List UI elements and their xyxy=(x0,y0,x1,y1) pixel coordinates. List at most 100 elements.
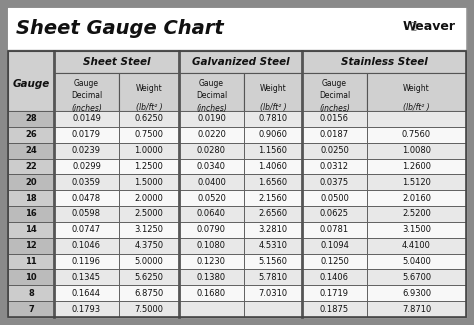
Bar xyxy=(302,127,367,143)
Text: 5.1560: 5.1560 xyxy=(258,257,288,266)
Text: Decimal: Decimal xyxy=(319,91,350,100)
Bar xyxy=(8,159,54,175)
Text: 2.0160: 2.0160 xyxy=(402,194,431,203)
Text: 3.1500: 3.1500 xyxy=(402,225,431,234)
Bar xyxy=(179,73,244,111)
Text: 11: 11 xyxy=(25,257,37,266)
Text: 0.0747: 0.0747 xyxy=(72,225,101,234)
Bar xyxy=(244,127,302,143)
Text: 5.6250: 5.6250 xyxy=(135,273,164,282)
Bar xyxy=(179,269,244,285)
Bar xyxy=(179,143,244,159)
Bar xyxy=(179,222,244,238)
Text: Weaver: Weaver xyxy=(403,20,456,33)
Text: 24: 24 xyxy=(25,146,37,155)
Text: 0.1793: 0.1793 xyxy=(72,305,101,314)
Bar xyxy=(54,238,119,254)
Bar xyxy=(244,222,302,238)
Text: 7.0310: 7.0310 xyxy=(258,289,288,298)
Bar xyxy=(367,254,466,269)
Bar xyxy=(367,269,466,285)
Text: 0.0400: 0.0400 xyxy=(197,178,226,187)
Bar xyxy=(8,51,54,111)
Bar xyxy=(54,127,119,143)
Bar xyxy=(302,206,367,222)
Text: 3.1250: 3.1250 xyxy=(135,225,164,234)
Bar xyxy=(8,111,54,127)
Bar xyxy=(179,111,244,127)
Bar xyxy=(119,143,179,159)
Bar xyxy=(367,159,466,175)
Text: 0.6250: 0.6250 xyxy=(135,114,164,124)
Text: 0.7500: 0.7500 xyxy=(135,130,164,139)
Bar xyxy=(119,159,179,175)
Text: 1.0000: 1.0000 xyxy=(135,146,164,155)
Text: (lb/ft² ): (lb/ft² ) xyxy=(403,103,430,112)
Bar xyxy=(54,111,119,127)
Bar xyxy=(244,143,302,159)
Text: 3.2810: 3.2810 xyxy=(258,225,288,234)
Text: 0.0359: 0.0359 xyxy=(72,178,101,187)
Text: Gauge: Gauge xyxy=(322,79,347,88)
Text: 10: 10 xyxy=(25,273,37,282)
Text: Sheet Steel: Sheet Steel xyxy=(83,57,150,67)
Bar xyxy=(244,269,302,285)
Bar xyxy=(8,51,466,317)
Bar xyxy=(179,238,244,254)
Text: Gauge: Gauge xyxy=(199,79,224,88)
Text: 0.1230: 0.1230 xyxy=(197,257,226,266)
Bar xyxy=(302,175,367,190)
Bar xyxy=(119,206,179,222)
Bar xyxy=(54,285,119,301)
Bar xyxy=(244,190,302,206)
Text: 0.1094: 0.1094 xyxy=(320,241,349,250)
Text: 0.0790: 0.0790 xyxy=(197,225,226,234)
Bar xyxy=(179,254,244,269)
Bar xyxy=(54,175,119,190)
Bar xyxy=(302,269,367,285)
Text: 0.0187: 0.0187 xyxy=(320,130,349,139)
Bar xyxy=(54,222,119,238)
Text: Galvanized Steel: Galvanized Steel xyxy=(191,57,289,67)
Bar xyxy=(8,190,54,206)
Text: 0.1644: 0.1644 xyxy=(72,289,101,298)
Text: Weight: Weight xyxy=(260,84,286,93)
Bar xyxy=(8,206,54,222)
Text: 0.0640: 0.0640 xyxy=(197,210,226,218)
Bar xyxy=(367,222,466,238)
Bar xyxy=(8,8,466,50)
Text: 28: 28 xyxy=(25,114,37,124)
Bar xyxy=(119,238,179,254)
Text: 0.9060: 0.9060 xyxy=(258,130,288,139)
Bar xyxy=(302,238,367,254)
Text: 0.0500: 0.0500 xyxy=(320,194,349,203)
Text: 14: 14 xyxy=(25,225,37,234)
Bar xyxy=(54,206,119,222)
Bar xyxy=(8,285,54,301)
Text: 🚛: 🚛 xyxy=(411,20,417,30)
Text: Sheet Gauge Chart: Sheet Gauge Chart xyxy=(16,20,224,38)
Text: 5.0000: 5.0000 xyxy=(135,257,164,266)
Text: Gauge: Gauge xyxy=(12,79,50,89)
Text: 1.1560: 1.1560 xyxy=(258,146,288,155)
Bar xyxy=(179,190,244,206)
Bar xyxy=(54,190,119,206)
Bar xyxy=(119,73,179,111)
Text: 22: 22 xyxy=(25,162,37,171)
Bar xyxy=(119,285,179,301)
Text: 0.0598: 0.0598 xyxy=(72,210,101,218)
Bar xyxy=(54,51,179,73)
Text: Gauge: Gauge xyxy=(74,79,99,88)
Text: 0.7810: 0.7810 xyxy=(258,114,288,124)
Text: 20: 20 xyxy=(25,178,37,187)
Text: 0.1380: 0.1380 xyxy=(197,273,226,282)
Text: 16: 16 xyxy=(25,210,37,218)
Bar xyxy=(8,238,54,254)
Text: 0.0312: 0.0312 xyxy=(320,162,349,171)
Bar xyxy=(8,175,54,190)
Bar xyxy=(302,301,367,317)
Bar xyxy=(119,222,179,238)
Text: 0.0179: 0.0179 xyxy=(72,130,101,139)
Text: 5.6700: 5.6700 xyxy=(402,273,431,282)
Bar xyxy=(367,190,466,206)
